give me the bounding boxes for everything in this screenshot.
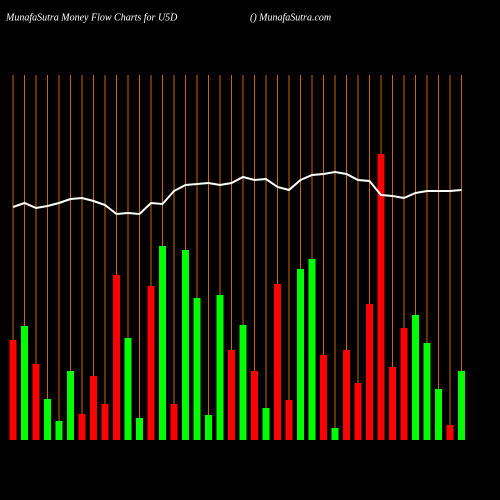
bar [21,326,28,440]
bar [228,350,235,440]
bar [400,328,408,440]
bar [182,250,189,440]
bar [170,404,178,440]
bar [389,367,396,440]
bar [354,383,362,440]
bar [205,415,212,440]
bar [366,304,373,440]
bar [90,376,97,440]
bar [435,389,442,440]
bar [159,246,166,440]
chart-title: MunafaSutra Money Flow Charts for U5D [5,12,178,23]
bar [32,364,40,440]
bar [423,343,431,440]
bar [297,269,304,440]
bar [343,350,350,440]
bar [458,371,465,440]
bar [44,399,51,440]
bar [55,421,63,440]
bar [251,371,258,440]
chart-subtitle: () MunafaSutra.com [250,12,331,23]
bar [9,340,17,440]
bar [78,414,86,440]
line [12,170,462,216]
bar [377,154,385,440]
bar [446,425,454,440]
bar [412,315,419,440]
bar [274,284,281,440]
bar [113,275,120,440]
bar [147,286,155,440]
bar [101,404,109,440]
bar [331,428,339,440]
bar [262,408,270,440]
bar [193,298,201,440]
bar [308,259,316,440]
bar [285,400,293,440]
bar [124,338,132,440]
bar [239,325,247,440]
bar [136,418,143,440]
bar [320,355,327,440]
bar [216,295,224,440]
bar [67,371,74,440]
